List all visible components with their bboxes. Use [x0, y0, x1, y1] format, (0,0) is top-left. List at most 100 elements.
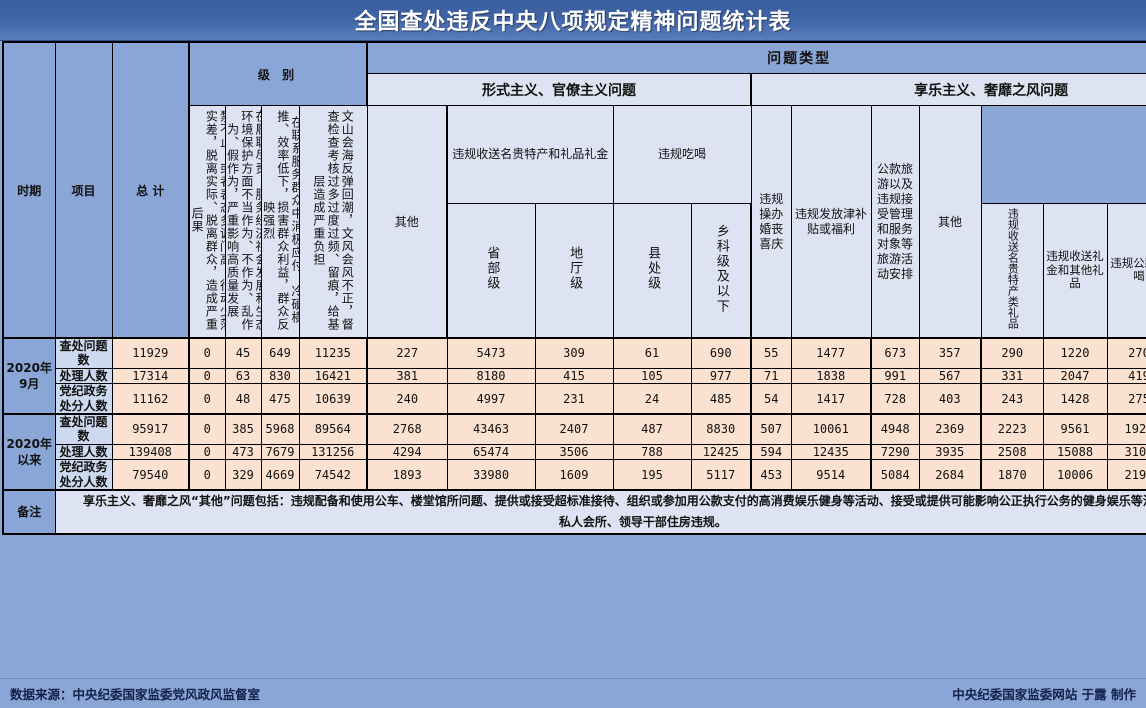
table-row: 处理人数 139408 0 473 7679 131256 4294 65474 3506 788… [3, 443, 1146, 461]
header-formalism-col-1: 贯彻党中央重大决策部署有令不行、有禁不止，或者表态多调门高、行动少落实差，脱离实… [188, 105, 226, 339]
cell-formalism-2: 1609 [534, 459, 614, 491]
cell-formalism-2: 2407 [534, 412, 614, 445]
cell-formalism-1: 33980 [446, 459, 536, 491]
cell-hedonism-1: 1417 [790, 383, 872, 415]
statistics-table: 时期 项目 总 计 级 别 问题类型 形式主义、官僚主义问题 享乐主义、奢靡之风… [2, 41, 1146, 535]
header-period: 时期 [2, 41, 56, 339]
cell-level-1: 385 [224, 412, 262, 445]
cell-hedonism-4: 331 [980, 367, 1044, 385]
remark-text: 享乐主义、奢靡之风“其他”问题包括：违规配备和使用公车、楼堂馆所问题、提供或接受… [54, 488, 1146, 535]
table-row: 党纪政务处分人数 79540 0 329 4669 74542 1893 33980 1609 1… [3, 459, 1146, 491]
cell-hedonism-3: 567 [918, 367, 982, 385]
cell-hedonism-1: 1477 [790, 336, 872, 369]
cell-formalism-2: 415 [534, 367, 614, 385]
cell-formalism-2: 309 [534, 336, 614, 369]
cell-hedonism-2: 4948 [870, 412, 920, 445]
cell-level-1: 329 [224, 459, 262, 491]
cell-formalism-3: 61 [612, 336, 692, 369]
cell-hedonism-0: 594 [750, 443, 792, 461]
header-hedonism-group: 享乐主义、奢靡之风问题 [750, 73, 1146, 106]
header-hedonism-subsidy: 违规发放津补贴或福利 [790, 105, 872, 339]
cell-level-2: 830 [260, 367, 300, 385]
cell-formalism-0: 227 [366, 336, 448, 369]
cell-hedonism-2: 673 [870, 336, 920, 369]
header-formalism-col-3: 在联系服务群众中消极应付、冷硬横推、效率低下，损害群众利益，群众反映强烈 [260, 105, 300, 339]
header-gift-cash: 违规收送礼金和其他礼品 [1042, 202, 1108, 339]
cell-hedonism-3: 403 [918, 383, 982, 415]
header-row-sub-groups: 贯彻党中央重大决策部署有令不行、有禁不止，或者表态多调门高、行动少落实差，脱离实… [3, 105, 1146, 339]
cell-hedonism-5: 15088 [1042, 443, 1108, 461]
cell-hedonism-6: 270 [1106, 336, 1146, 369]
cell-formalism-3: 788 [612, 443, 692, 461]
cell-formalism-1: 4997 [446, 383, 536, 415]
cell-level-2: 475 [260, 383, 300, 415]
row-item-label: 查处问题数 [54, 412, 113, 445]
header-hedonism-other: 其他 [918, 105, 982, 339]
cell-level-3: 10639 [298, 383, 368, 415]
table-row: 2020年以来 查处问题数 95917 0 385 5968 89564 2768 43463 2… [2, 412, 1146, 491]
cell-level-3: 89564 [298, 412, 368, 445]
cell-formalism-0: 1893 [366, 459, 448, 491]
cell-level-0: 0 [188, 367, 226, 385]
cell-formalism-0: 4294 [366, 443, 448, 461]
footer-source: 数据来源：中央纪委国家监委党风政风监督室 [10, 687, 261, 702]
cell-hedonism-3: 2684 [918, 459, 982, 491]
header-hedonism-gifts-group: 违规收送名贵特产和礼品礼金 [446, 105, 614, 204]
header-row-groups: 形式主义、官僚主义问题 享乐主义、奢靡之风问题 [3, 73, 1146, 106]
cell-hedonism-0: 507 [750, 412, 792, 445]
cell-level-2: 649 [260, 336, 300, 369]
cell-hedonism-5: 10006 [1042, 459, 1108, 491]
cell-hedonism-4: 290 [980, 336, 1044, 369]
remark-label: 备注 [2, 488, 56, 535]
cell-level-1: 473 [224, 443, 262, 461]
cell-hedonism-2: 7290 [870, 443, 920, 461]
cell-level-0: 0 [188, 412, 226, 445]
table-row: 党纪政务处分人数 11162 0 48 475 10639 240 4997 231 24 485 5… [3, 383, 1146, 415]
cell-formalism-1: 43463 [446, 412, 536, 445]
cell-hedonism-6: 1927 [1106, 412, 1146, 445]
header-item: 项目 [54, 41, 113, 339]
row-period: 2020年9月 [2, 337, 56, 415]
cell-level-3: 16421 [298, 367, 368, 385]
footer-bar: 数据来源：中央纪委国家监委党风政风监督室 中央纪委国家监委网站 于露 制作 [0, 678, 1146, 708]
cell-formalism-0: 381 [366, 367, 448, 385]
cell-hedonism-6: 2199 [1106, 459, 1146, 491]
cell-total: 95917 [111, 412, 190, 445]
header-dining-public-funds: 违规公款吃喝 [1106, 202, 1146, 339]
header-formalism-col-2: 在履职尽责、服务经济社会发展和生态环境保护方面不当作为、不作为、乱作为、假作为，… [224, 105, 262, 339]
page-title: 全国查处违反中央八项规定精神问题统计表 [354, 10, 792, 35]
cell-formalism-4: 8830 [690, 412, 752, 445]
cell-formalism-3: 487 [612, 412, 692, 445]
row-item-label: 处理人数 [54, 443, 113, 461]
cell-level-1: 48 [224, 383, 262, 415]
header-total: 总 计 [111, 41, 190, 339]
cell-level-0: 0 [188, 336, 226, 369]
cell-formalism-4: 690 [690, 336, 752, 369]
cell-hedonism-0: 54 [750, 383, 792, 415]
header-gift-specialty: 违规收送名贵特产类礼品 [980, 202, 1044, 339]
cell-hedonism-1: 12435 [790, 443, 872, 461]
cell-hedonism-4: 1870 [980, 459, 1044, 491]
cell-hedonism-5: 9561 [1042, 412, 1108, 445]
cell-level-3: 11235 [298, 336, 368, 369]
remark-row: 备注 享乐主义、奢靡之风“其他”问题包括：违规配备和使用公车、楼堂馆所问题、提供… [2, 488, 1146, 535]
footer-credit: 中央纪委国家监委网站 于露 制作 [952, 687, 1136, 702]
row-item-label: 处理人数 [54, 367, 113, 385]
header-level-township: 乡科级及以下 [690, 202, 752, 339]
cell-formalism-4: 977 [690, 367, 752, 385]
header-level-provincial: 省部级 [446, 202, 536, 339]
cell-total: 139408 [111, 443, 190, 461]
cell-hedonism-1: 9514 [790, 459, 872, 491]
row-item-label: 党纪政务处分人数 [54, 383, 113, 415]
cell-hedonism-4: 2508 [980, 443, 1044, 461]
cell-formalism-3: 24 [612, 383, 692, 415]
cell-formalism-1: 65474 [446, 443, 536, 461]
header-hedonism-dining-group: 违规吃喝 [612, 105, 752, 204]
cell-hedonism-2: 991 [870, 367, 920, 385]
cell-hedonism-1: 10061 [790, 412, 872, 445]
header-problem-type-group: 问题类型 [365, 41, 1146, 74]
cell-level-3: 131256 [298, 443, 368, 461]
header-row-leaf: 省部级 地厅级 县处级 乡科级及以下 违规收送名贵特产类礼品 违规收送礼金和其他… [3, 202, 1146, 339]
cell-total: 17314 [111, 367, 190, 385]
